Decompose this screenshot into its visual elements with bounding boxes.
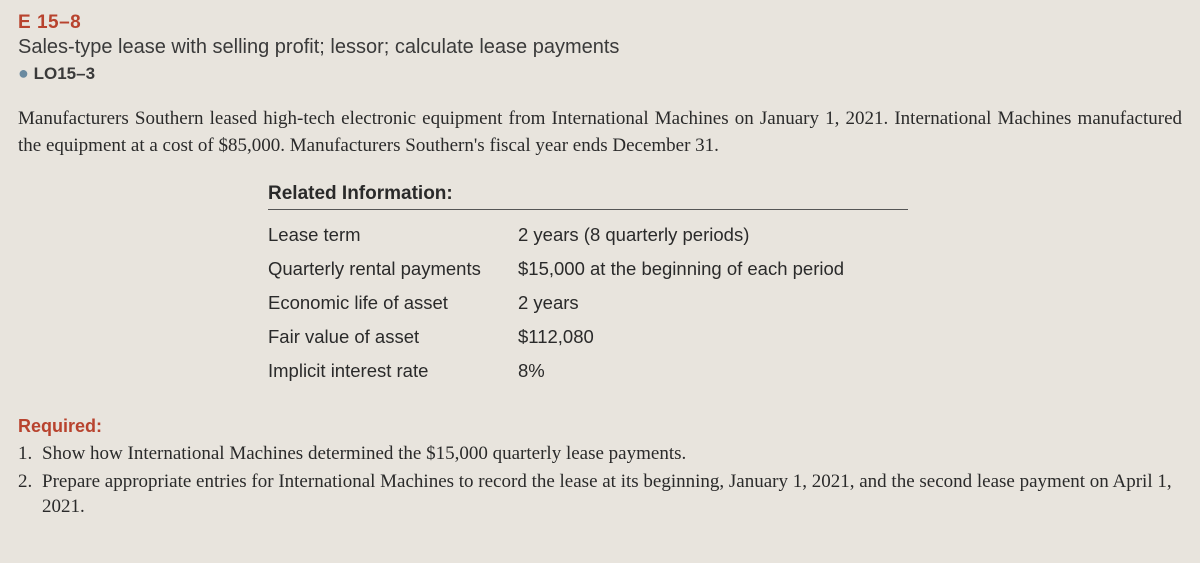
info-table: Lease term 2 years (8 quarterly periods)…: [268, 218, 844, 388]
required-number: 1.: [18, 441, 42, 467]
exercise-title: Sales-type lease with selling profit; le…: [18, 36, 1182, 59]
table-row: Implicit interest rate 8%: [268, 354, 844, 388]
learning-objective: ● LO15–3: [18, 63, 1182, 84]
info-value: $112,080: [518, 320, 844, 354]
exercise-code: E 15–8: [18, 12, 1182, 34]
table-row: Lease term 2 years (8 quarterly periods): [268, 218, 844, 252]
problem-paragraph: Manufacturers Southern leased high-tech …: [18, 106, 1182, 159]
table-row: Economic life of asset 2 years: [268, 286, 844, 320]
info-value: 8%: [518, 354, 844, 388]
info-label: Implicit interest rate: [268, 354, 518, 388]
info-label: Lease term: [268, 218, 518, 252]
info-label: Fair value of asset: [268, 320, 518, 354]
table-row: Fair value of asset $112,080: [268, 320, 844, 354]
info-value: $15,000 at the beginning of each period: [518, 252, 844, 286]
related-info-block: Related Information: Lease term 2 years …: [268, 183, 1182, 388]
bullet-icon: ●: [18, 63, 29, 83]
required-text: Show how International Machines determin…: [42, 441, 1182, 467]
info-heading: Related Information:: [268, 183, 908, 210]
info-label: Economic life of asset: [268, 286, 518, 320]
table-row: Quarterly rental payments $15,000 at the…: [268, 252, 844, 286]
lo-code: LO15–3: [34, 64, 95, 83]
required-number: 2.: [18, 469, 42, 520]
required-item: 2. Prepare appropriate entries for Inter…: [18, 469, 1182, 520]
info-label: Quarterly rental payments: [268, 252, 518, 286]
required-heading: Required:: [18, 416, 1182, 437]
info-value: 2 years: [518, 286, 844, 320]
info-value: 2 years (8 quarterly periods): [518, 218, 844, 252]
required-text: Prepare appropriate entries for Internat…: [42, 469, 1182, 520]
required-item: 1. Show how International Machines deter…: [18, 441, 1182, 467]
